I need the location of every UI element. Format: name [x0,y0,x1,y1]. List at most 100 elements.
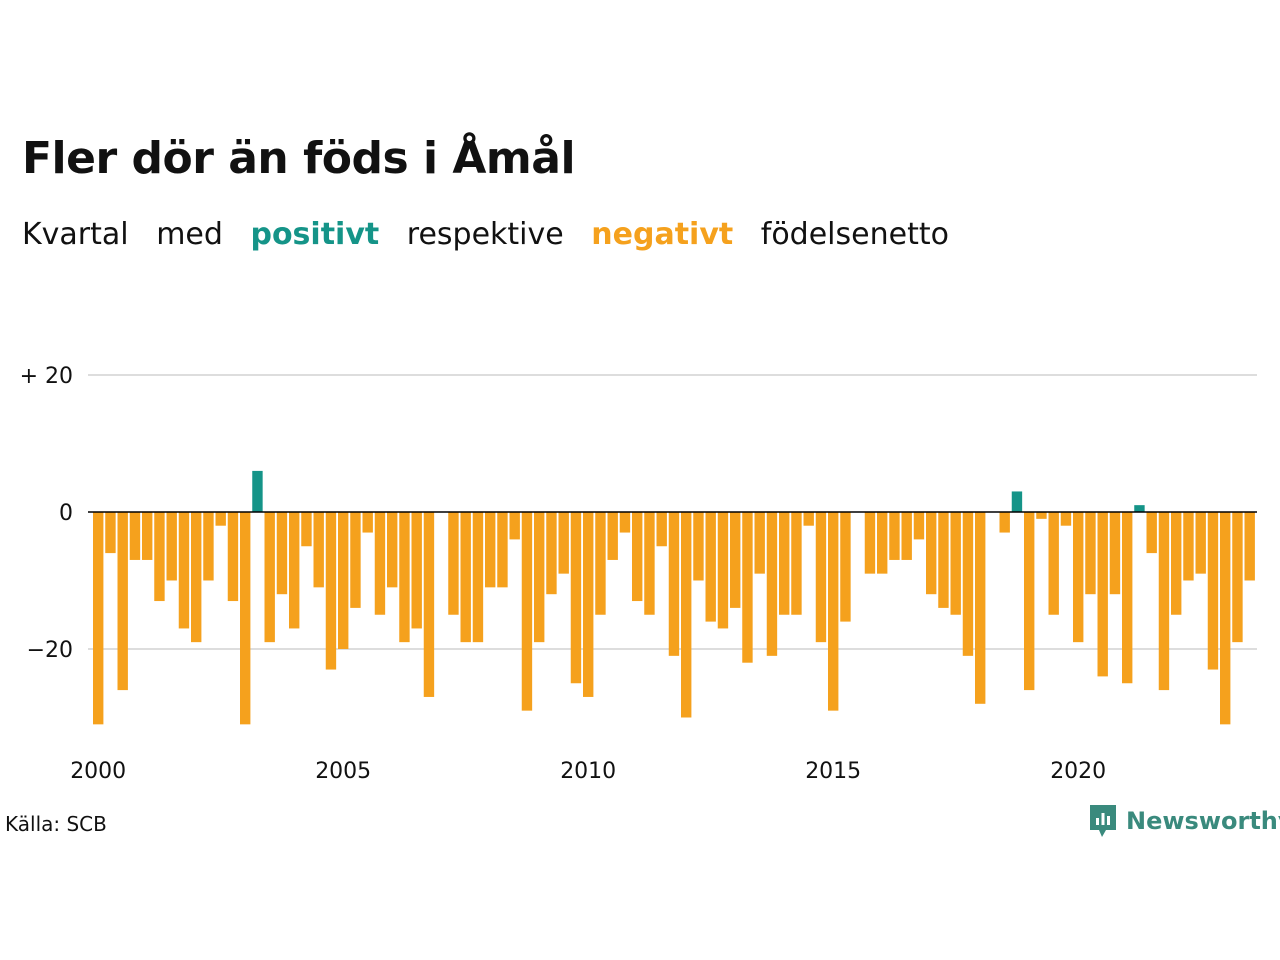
bar [705,512,716,622]
bar [1183,512,1194,581]
bar [950,512,961,615]
bar [203,512,214,581]
newsworthy-logo-icon [1090,805,1116,837]
bar [803,512,814,526]
bar [644,512,655,615]
x-tick-label: 2015 [805,759,861,784]
bar [264,512,275,643]
bar [472,512,484,643]
bar [570,512,582,684]
bar [460,512,471,643]
bar [840,512,851,622]
bar [558,512,569,574]
x-tick-label: 2005 [315,759,371,784]
bar [595,512,606,615]
bar [754,512,765,574]
bar [387,512,398,588]
bar-chart: + 20 0 −20 2000 2005 2010 2015 2020 [20,364,1257,784]
bar [485,512,496,588]
bar [374,512,386,615]
bar [215,512,226,526]
bar [1171,512,1182,615]
bar [1195,512,1206,574]
bar [926,512,937,595]
bar [779,512,790,615]
bar [901,512,912,560]
bar [105,512,116,554]
bar [448,512,459,615]
bar [1134,505,1145,512]
bar [668,512,680,656]
bar [1036,512,1047,519]
source-note: Källa: SCB [5,812,107,836]
bar [509,512,520,540]
bar [632,512,643,602]
bar [962,512,974,656]
bar [1232,512,1243,643]
bar [607,512,618,560]
bar [142,512,153,560]
bar [276,512,288,595]
brand-name: Newsworthy [1126,807,1280,835]
bar [999,512,1010,533]
bar [1073,512,1084,643]
y-tick-label: 0 [59,501,73,526]
bar [864,512,876,574]
bar [497,512,508,588]
bar [742,512,753,663]
bar [975,512,986,704]
bar [93,512,104,725]
bar [583,512,594,697]
newsworthy-brand: Newsworthy [1088,803,1280,839]
bar [313,512,324,588]
x-tick-label: 2020 [1050,759,1106,784]
bar [362,512,373,533]
subtitle-word: Kvartal [22,217,129,252]
bar [289,512,300,629]
bar [1060,512,1072,526]
bar [534,512,545,643]
bar [791,512,802,615]
bar [1244,512,1255,581]
bar [338,512,349,649]
bar [766,512,778,656]
bar [1122,512,1133,684]
subtitle-word: med [156,217,223,252]
bar [191,512,202,643]
subtitle-word: födelsenetto [760,217,949,252]
bar [411,512,422,629]
bar [681,512,692,718]
bar [240,512,251,725]
bar [913,512,925,540]
bar [1207,512,1219,670]
bar [730,512,741,608]
bar [619,512,631,533]
bar [399,512,410,643]
x-tick-label: 2010 [560,759,616,784]
bar [154,512,165,602]
y-tick-label: + 20 [20,364,73,389]
bar [1220,512,1231,725]
chart-subtitle: Kvartal med positivt respektive negativt… [22,217,967,252]
subtitle-word: respektive [406,217,564,252]
bar [117,512,128,691]
bar [1048,512,1059,615]
bar [815,512,827,643]
bar [301,512,312,547]
bar [423,512,435,697]
bar [1109,512,1121,595]
bar [1011,491,1023,512]
bar [178,512,190,629]
bar [227,512,239,602]
bar [546,512,557,595]
bar [166,512,177,581]
bar [693,512,704,581]
bar [521,512,533,711]
x-tick-label: 2000 [70,759,126,784]
bar [938,512,949,608]
bar [325,512,337,670]
bar [1024,512,1035,691]
bar [1097,512,1108,677]
bar [828,512,839,711]
bar [350,512,361,608]
